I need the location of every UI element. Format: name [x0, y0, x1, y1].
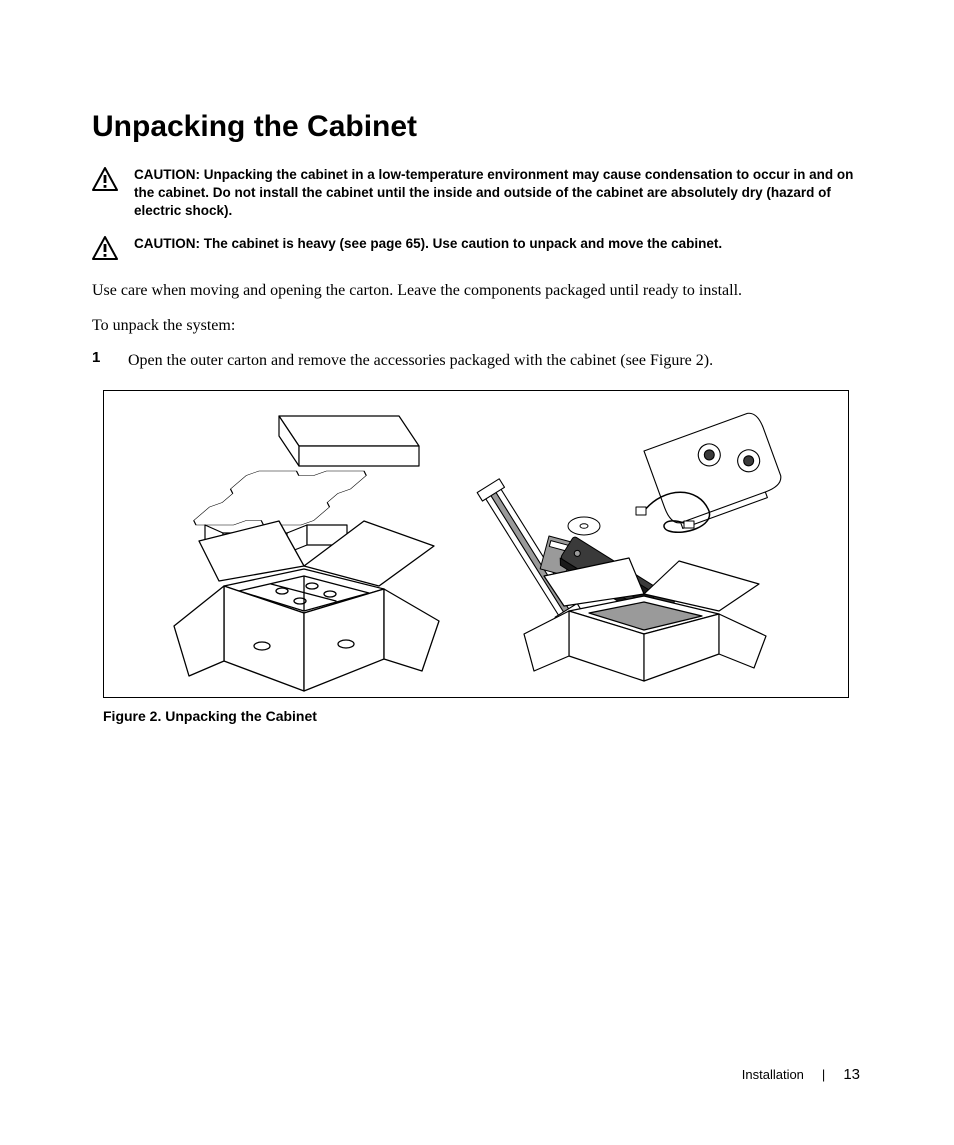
figure-illustration [103, 390, 849, 698]
document-page: Unpacking the Cabinet CAUTION: Unpacking… [0, 0, 954, 1145]
caution-label: CAUTION: [134, 236, 204, 251]
warning-icon [92, 167, 122, 196]
step-text: Open the outer carton and remove the acc… [128, 349, 713, 372]
caution-text: CAUTION: Unpacking the cabinet in a low-… [134, 166, 860, 221]
caution-body: Unpacking the cabinet in a low-temperatu… [134, 167, 853, 218]
footer-separator: | [822, 1067, 825, 1082]
caution-block: CAUTION: Unpacking the cabinet in a low-… [92, 166, 860, 221]
footer-page-number: 13 [843, 1066, 860, 1083]
caution-body: The cabinet is heavy (see page 65). Use … [204, 236, 722, 251]
body-paragraph: To unpack the system: [92, 314, 860, 337]
figure-caption: Figure 2. Unpacking the Cabinet [103, 708, 860, 724]
footer-section: Installation [742, 1067, 804, 1082]
page-title: Unpacking the Cabinet [92, 110, 860, 144]
step-number: 1 [92, 349, 128, 366]
caution-label: CAUTION: [134, 167, 204, 182]
page-footer: Installation | 13 [742, 1066, 860, 1083]
caution-text: CAUTION: The cabinet is heavy (see page … [134, 235, 722, 253]
body-paragraph: Use care when moving and opening the car… [92, 279, 860, 302]
caution-block: CAUTION: The cabinet is heavy (see page … [92, 235, 860, 265]
numbered-step: 1 Open the outer carton and remove the a… [92, 349, 860, 372]
content-area: Unpacking the Cabinet CAUTION: Unpacking… [92, 110, 860, 724]
warning-icon [92, 236, 122, 265]
